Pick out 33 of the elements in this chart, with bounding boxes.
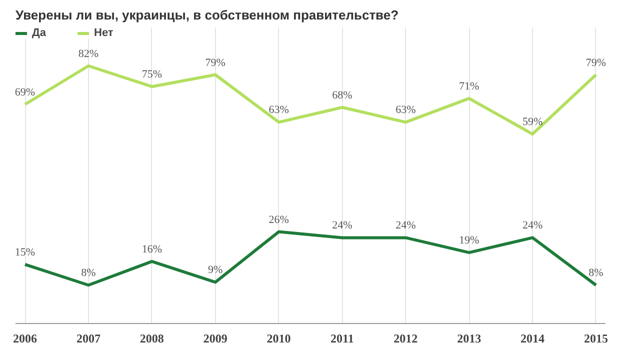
chart-title: Уверены ли вы, украинцы, в собственном правительстве? — [16, 8, 399, 22]
legend-label: Да — [32, 27, 47, 39]
data-label: 75% — [142, 68, 162, 81]
data-label: 8% — [81, 267, 96, 280]
data-label: 71% — [459, 80, 480, 92]
x-tick-label: 2011 — [330, 332, 354, 345]
x-tick-label: 2010 — [266, 332, 291, 345]
data-label: 24% — [332, 220, 352, 232]
x-tick-label: 2013 — [457, 332, 482, 345]
data-label: 63% — [396, 104, 416, 116]
x-tick-label: 2006 — [13, 332, 38, 345]
data-label: 15% — [14, 246, 36, 258]
x-tick-label: 2015 — [584, 332, 608, 345]
data-label: 63% — [268, 104, 289, 116]
x-tick-label: 2012 — [394, 332, 418, 345]
data-label: 59% — [522, 116, 543, 128]
x-tick-label: 2007 — [76, 332, 100, 345]
data-label: 19% — [459, 234, 480, 247]
x-tick-label: 2008 — [140, 332, 164, 345]
x-tick-label: 2014 — [520, 332, 545, 345]
data-label: 26% — [268, 214, 289, 226]
data-label: 8% — [588, 267, 604, 280]
data-label: 68% — [332, 89, 352, 102]
data-label: 79% — [205, 56, 226, 69]
data-label: 24% — [522, 220, 543, 232]
legend-label: Нет — [94, 27, 114, 39]
data-label: 82% — [78, 48, 99, 60]
data-label: 9% — [208, 264, 223, 276]
data-label: 16% — [142, 243, 162, 256]
data-label: 24% — [396, 220, 416, 232]
data-label: 69% — [14, 86, 36, 98]
data-label: 79% — [586, 56, 606, 69]
x-tick-label: 2009 — [203, 332, 228, 345]
